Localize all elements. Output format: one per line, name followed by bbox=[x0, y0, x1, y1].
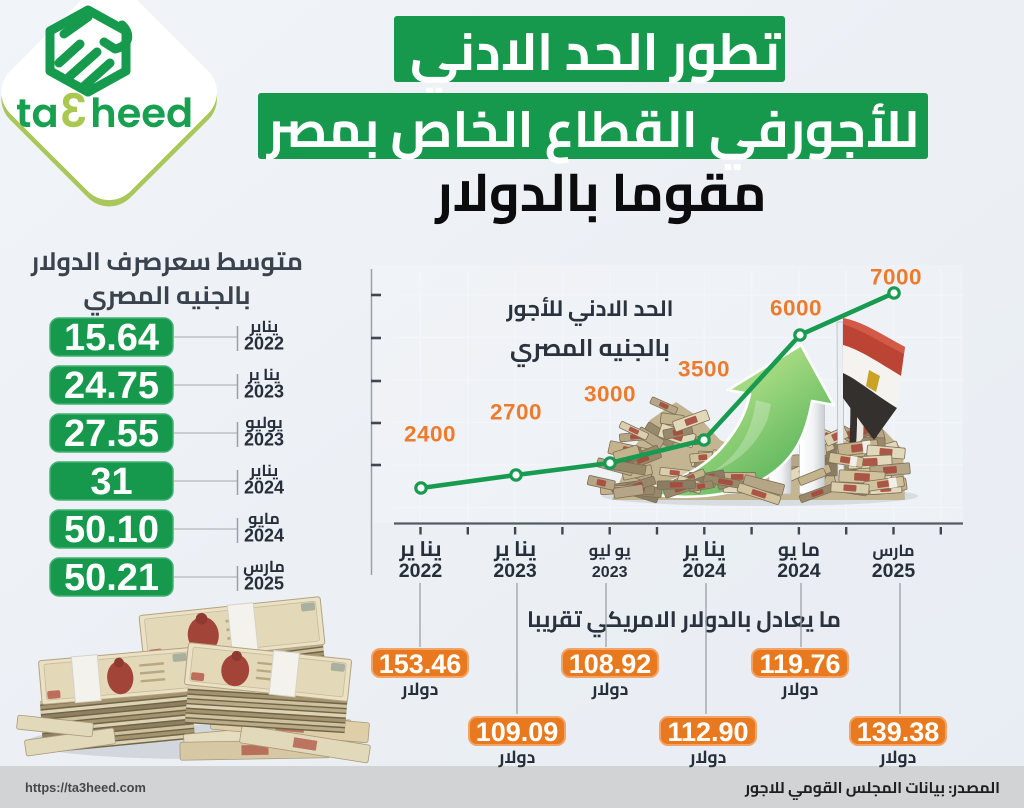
svg-text:24.75: 24.75 bbox=[64, 365, 159, 407]
svg-text:2023: 2023 bbox=[244, 430, 284, 450]
svg-text:2024: 2024 bbox=[244, 526, 284, 546]
svg-text:2023: 2023 bbox=[592, 564, 628, 581]
svg-text:2400: 2400 bbox=[404, 422, 456, 447]
svg-text:2023: 2023 bbox=[493, 560, 537, 582]
svg-text:15.64: 15.64 bbox=[64, 317, 159, 359]
svg-text:112.90: 112.90 bbox=[667, 717, 748, 747]
svg-text:108.92: 108.92 bbox=[569, 649, 652, 679]
svg-text:2022: 2022 bbox=[244, 334, 284, 354]
svg-text:6000: 6000 bbox=[770, 296, 822, 321]
svg-text:7000: 7000 bbox=[870, 265, 922, 290]
svg-text:153.46: 153.46 bbox=[379, 649, 462, 679]
svg-text:2025: 2025 bbox=[244, 574, 284, 594]
svg-text:3500: 3500 bbox=[678, 357, 730, 382]
svg-text:31: 31 bbox=[90, 461, 132, 503]
svg-text:2700: 2700 bbox=[490, 400, 542, 425]
svg-text:139.38: 139.38 bbox=[857, 717, 940, 747]
svg-text:109.09: 109.09 bbox=[476, 717, 559, 747]
svg-text:50.21: 50.21 bbox=[64, 557, 159, 599]
svg-text:2024: 2024 bbox=[244, 478, 284, 498]
svg-text:2024: 2024 bbox=[777, 560, 821, 582]
svg-text:2024: 2024 bbox=[683, 560, 727, 582]
svg-text:2025: 2025 bbox=[872, 560, 916, 582]
svg-text:27.55: 27.55 bbox=[64, 413, 159, 455]
svg-text:119.76: 119.76 bbox=[759, 649, 840, 679]
svg-text:50.10: 50.10 bbox=[64, 509, 159, 551]
svg-text:2023: 2023 bbox=[244, 382, 284, 402]
svg-text:https://ta3heed.com: https://ta3heed.com bbox=[25, 780, 146, 795]
svg-text:3000: 3000 bbox=[584, 382, 636, 407]
svg-text:2022: 2022 bbox=[399, 560, 443, 582]
